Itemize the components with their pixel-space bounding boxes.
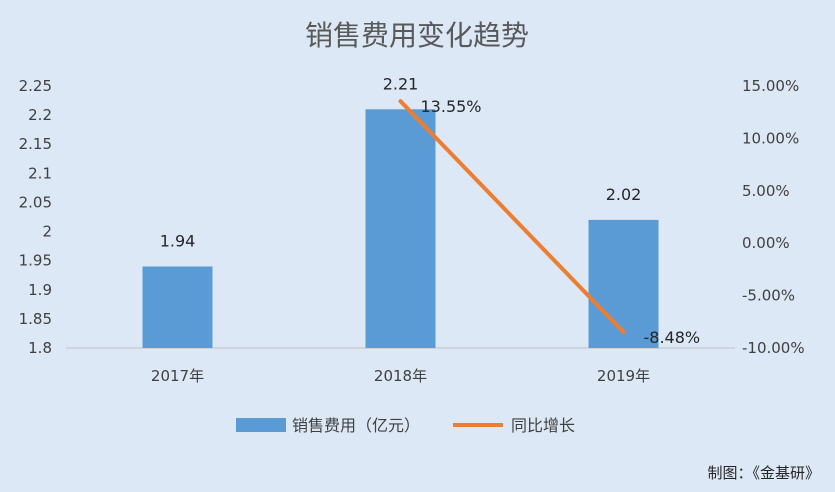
y-tick-label: 2.1: [28, 164, 52, 182]
legend-bar-label: 销售费用（亿元）: [292, 416, 420, 435]
line-series: 13.55% -8.48%: [398, 97, 701, 347]
line-data-label: -8.48%: [644, 328, 701, 347]
y-tick-label: 1.95: [19, 252, 52, 270]
y-tick-label: 1.8: [28, 339, 52, 357]
legend-bar-swatch: [236, 418, 286, 432]
x-tick-label: 2018年: [374, 367, 427, 385]
y2-tick-label: -5.00%: [742, 287, 795, 305]
y-tick-label: 2.05: [19, 193, 52, 211]
x-tick-label: 2019年: [597, 367, 650, 385]
y-tick-label: 2.2: [28, 106, 52, 124]
bar-data-label: 2.02: [606, 185, 642, 204]
credit-text: 制图：《金基研》: [707, 464, 820, 482]
y2-tick-label: 15.00%: [742, 77, 799, 95]
y2-tick-label: 10.00%: [742, 129, 799, 147]
y-tick-label: 1.9: [28, 281, 52, 299]
y-axis: 2.25 2.2 2.15 2.1 2.05 2 1.95 1.9 1.85 1.8: [19, 77, 52, 357]
y-tick-label: 2.25: [19, 77, 52, 95]
growth-line: [398, 99, 626, 335]
bar-data-label: 1.94: [160, 231, 196, 250]
legend-line-label: 同比增长: [511, 416, 575, 435]
y2-tick-label: -10.00%: [742, 339, 805, 357]
y2-tick-label: 5.00%: [742, 182, 790, 200]
y-tick-label: 1.85: [19, 310, 52, 328]
legend: 销售费用（亿元） 同比增长: [236, 416, 575, 435]
bar: [142, 266, 213, 348]
y2-axis: 15.00% 10.00% 5.00% 0.00% -5.00% -10.00%: [742, 77, 805, 357]
y-tick-label: 2.15: [19, 135, 52, 153]
bar: [588, 219, 659, 348]
y-tick-label: 2: [42, 223, 52, 241]
x-axis: 2017年 2018年 2019年: [151, 367, 650, 385]
x-tick-label: 2017年: [151, 367, 204, 385]
line-data-label: 13.55%: [421, 97, 482, 116]
y2-tick-label: 0.00%: [742, 234, 790, 252]
bar: [365, 109, 436, 349]
chart-title: 销售费用变化趋势: [305, 19, 529, 52]
bar-data-label: 2.21: [383, 74, 419, 93]
bar-series: 1.94 2.21 2.02: [142, 74, 659, 349]
